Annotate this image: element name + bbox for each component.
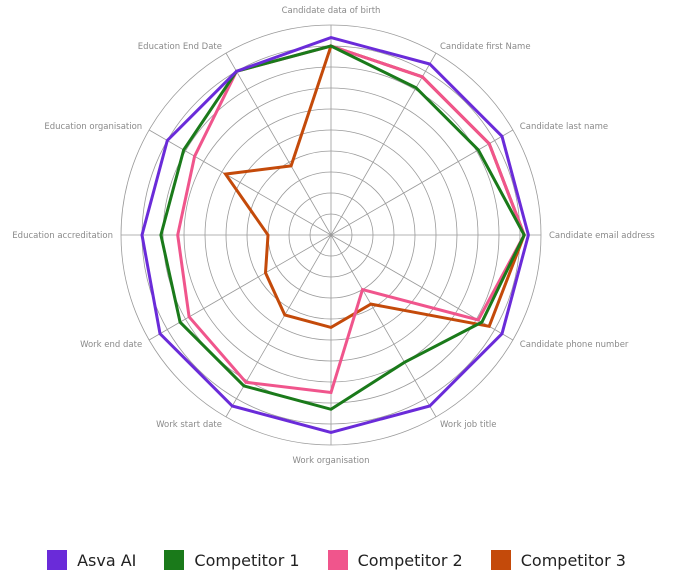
legend-swatch bbox=[327, 550, 348, 570]
grid-spoke bbox=[330, 129, 514, 236]
axis-label: Candidate phone number bbox=[520, 340, 629, 350]
axis-label: Education accreditation bbox=[12, 231, 113, 241]
grid-spoke bbox=[330, 52, 437, 236]
legend-label: Competitor 2 bbox=[357, 550, 463, 570]
axis-label: Candidate email address bbox=[549, 231, 655, 241]
grid-spoke bbox=[330, 234, 437, 418]
axis-label: Education End Date bbox=[138, 42, 222, 52]
legend: Asva AI Competitor 1 Competitor 2 Competito… bbox=[0, 544, 673, 576]
axis-label: Candidate data of birth bbox=[282, 6, 381, 16]
legend-item[interactable]: Competitor 2 bbox=[327, 550, 463, 570]
grid-spoke bbox=[148, 129, 332, 236]
radar-grid bbox=[120, 24, 542, 446]
axis-label: Work job title bbox=[440, 420, 497, 430]
radar-series-group bbox=[140, 36, 530, 434]
legend-swatch bbox=[490, 550, 511, 570]
grid-spoke bbox=[148, 234, 332, 341]
legend-item[interactable]: Competitor 1 bbox=[164, 550, 300, 570]
axis-label: Candidate last name bbox=[520, 122, 608, 132]
axis-label: Work organisation bbox=[292, 456, 369, 466]
series-competitor-3 bbox=[222, 44, 526, 330]
axis-label: Candidate first Name bbox=[440, 42, 531, 52]
legend-swatch bbox=[47, 550, 68, 570]
legend-label: Asva AI bbox=[77, 550, 137, 570]
series-competitor-2 bbox=[176, 44, 526, 395]
series-asva-ai bbox=[140, 36, 530, 434]
legend-label: Competitor 1 bbox=[194, 550, 300, 570]
axis-label: Work end date bbox=[80, 340, 142, 350]
grid-spoke bbox=[225, 52, 332, 236]
legend-item[interactable]: Competitor 3 bbox=[490, 550, 626, 570]
legend-item[interactable]: Asva AI bbox=[47, 550, 136, 570]
legend-label: Competitor 3 bbox=[520, 550, 626, 570]
axis-label: Education organisation bbox=[44, 122, 142, 132]
axis-label: Work start date bbox=[156, 420, 222, 430]
radar-chart: Candidate data of birth Candidate first N… bbox=[12, 6, 655, 466]
series-competitor-1 bbox=[159, 44, 526, 411]
axis-labels: Candidate data of birth Candidate first N… bbox=[12, 6, 655, 466]
legend-swatch bbox=[164, 550, 185, 570]
